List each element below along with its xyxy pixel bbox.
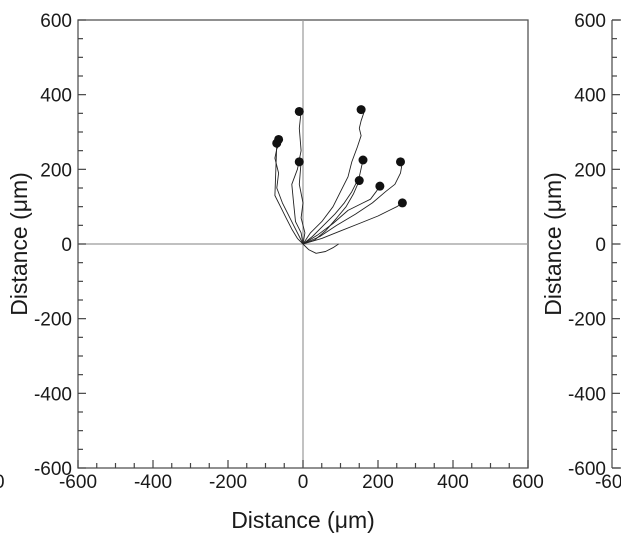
y-tick-label: -600 xyxy=(34,459,72,480)
cell-track-line xyxy=(291,111,304,245)
y-tick-label: 200 xyxy=(40,160,72,181)
right-plot-panel-partial: -600 -400 -200 0 200 400 600 Distance (μm) -600 xyxy=(540,11,621,493)
cell-track-line xyxy=(302,185,381,245)
x-tick-label: 200 xyxy=(362,472,394,493)
track-endpoint xyxy=(354,176,364,186)
x-tick-label: 400 xyxy=(437,472,469,493)
cell-track-line xyxy=(298,161,306,245)
cell-track-line xyxy=(302,161,403,245)
right-y-tick-label: 200 xyxy=(574,160,606,181)
x-tick-label: 600 xyxy=(512,472,544,493)
track-endpoint xyxy=(396,157,405,167)
right-y-tick-label: -400 xyxy=(568,384,606,405)
track-endpoint xyxy=(272,138,282,148)
track-endpoint xyxy=(294,157,304,167)
right-y-tick-label: -600 xyxy=(568,459,606,480)
y-tick-label: 0 xyxy=(61,235,72,256)
y-tick-label: -200 xyxy=(34,310,72,331)
clipped-x-tick-label: 0 xyxy=(0,472,5,493)
track-endpoint xyxy=(375,181,385,191)
cell-track-line xyxy=(302,243,339,254)
right-y-tick-label: -200 xyxy=(568,310,606,331)
right-y-axis-title: Distance (μm) xyxy=(540,172,566,316)
track-endpoint xyxy=(397,198,407,208)
track-endpoint xyxy=(356,105,366,115)
right-x-tick-label: -600 xyxy=(595,472,621,493)
x-axis-title: Distance (μm) xyxy=(231,507,375,533)
track-endpoint xyxy=(294,106,304,116)
x-tick-label: -600 xyxy=(59,472,97,493)
cell-track-line xyxy=(302,202,403,245)
track-endpoint xyxy=(358,155,368,165)
right-y-tick-label: 400 xyxy=(574,86,606,107)
cell-track-line xyxy=(302,109,366,245)
right-y-tick-label: 600 xyxy=(574,11,606,32)
x-tick-label: -200 xyxy=(209,472,247,493)
right-y-tick-label: 0 xyxy=(595,235,606,256)
y-tick-label: 400 xyxy=(40,86,72,107)
x-tick-label: -400 xyxy=(134,472,172,493)
y-tick-label: -400 xyxy=(34,384,72,405)
y-tick-label: 600 xyxy=(40,11,72,32)
y-axis-title: Distance (μm) xyxy=(6,172,32,316)
cell-track-line xyxy=(274,143,304,245)
x-tick-label: 0 xyxy=(298,472,309,493)
main-plot-panel: -600 -400 -200 0 200 400 600 -600 -400 -200 0 200 40… xyxy=(6,11,544,533)
